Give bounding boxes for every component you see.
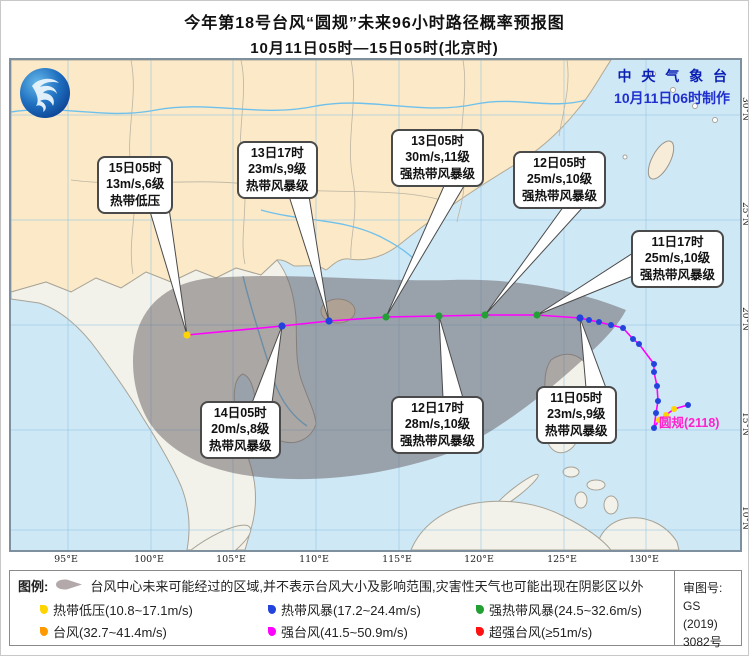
forecast-point-14d05h[interactable] — [278, 322, 286, 330]
legend-item-ssty: 超强台风(≥51m/s) — [476, 622, 666, 641]
callout-13d05h[interactable]: 13日05时 30m/s,11级 强热带风暴级 — [391, 129, 485, 187]
lon-label-130e: 130°E — [629, 554, 659, 565]
forecast-point-13d17h[interactable] — [325, 317, 333, 325]
forecast-point-13d05h[interactable] — [382, 313, 390, 321]
callout-13d17h[interactable]: 13日17时 23m/s,9级 热带风暴级 — [237, 141, 318, 199]
map-approval-number: 审图号: GS (2019) 3082号 — [674, 571, 741, 649]
lat-label-10n: 10°N — [740, 506, 749, 530]
agency-issued-time: 10月11日06时制作 — [614, 90, 730, 106]
callout-12d17h[interactable]: 12日17时 28m/s,10级 强热带风暴级 — [391, 396, 485, 454]
title-line-1: 今年第18号台风“圆规”未来96小时路径概率预报图 — [184, 15, 565, 32]
forecast-point-11d05h[interactable] — [576, 314, 584, 322]
sumatra-island — [170, 524, 252, 550]
ty-dot-icon — [40, 627, 48, 636]
mindanao-island — [595, 517, 680, 550]
forecast-track — [183, 311, 584, 339]
forecast-point-12d05h[interactable] — [481, 311, 489, 319]
cma-logo — [18, 66, 72, 120]
cone-icon — [54, 578, 84, 594]
td-dot-icon — [40, 605, 48, 614]
legend-item-ty: 台风(32.7~41.4m/s) — [40, 622, 268, 641]
forecast-point-15d05h[interactable] — [183, 331, 191, 339]
typhoon-name-label: 圆规(2118) — [659, 416, 720, 430]
agency-stamp: 中 央 气 象 台 10月11日06时制作 — [614, 66, 730, 108]
legend-main: 图例: 台风中心未来可能经过的区域,并不表示台风大小及影响范围,灾害性天气也可能… — [10, 571, 674, 645]
forecast-point-12d17h[interactable] — [435, 312, 443, 320]
lon-label-105e: 105°E — [216, 554, 246, 565]
legend-title: 图例: — [18, 579, 49, 594]
lon-label-125e: 125°E — [547, 554, 577, 565]
lat-label-25n: 25°N — [740, 202, 749, 226]
lon-label-110e: 110°E — [299, 554, 329, 565]
sts-dot-icon — [476, 605, 484, 614]
callout-11d05h[interactable]: 11日05时 23m/s,9级 热带风暴级 — [536, 386, 617, 444]
lat-label-15n: 15°N — [740, 412, 749, 436]
callout-leaders — [148, 185, 634, 404]
callout-15d05h[interactable]: 15日05时 13m/s,6级 热带低压 — [97, 156, 174, 214]
ts-dot-icon — [268, 605, 276, 614]
lat-label-30n: 30°N — [740, 97, 749, 121]
borneo-island — [410, 500, 612, 550]
page-title: 今年第18号台风“圆规”未来96小时路径概率预报图 10月11日05时—15日0… — [1, 9, 748, 58]
callout-14d05h[interactable]: 14日05时 20m/s,8级 热带风暴级 — [200, 401, 281, 459]
legend-cone-text: 台风中心未来可能经过的区域,并不表示台风大小及影响范围,灾害性天气也可能出现在阴… — [90, 579, 644, 594]
lon-label-115e: 115°E — [382, 554, 412, 565]
callout-12d05h[interactable]: 12日05时 25m/s,10级 强热带风暴级 — [513, 151, 607, 209]
observed-track — [579, 317, 691, 431]
lon-label-100e: 100°E — [134, 554, 164, 565]
forecast-point-11d17h[interactable] — [533, 311, 541, 319]
legend-item-sty: 强台风(41.5~50.9m/s) — [268, 622, 476, 641]
lon-label-95e: 95°E — [54, 554, 78, 565]
agency-name: 中 央 气 象 台 — [617, 68, 730, 84]
legend: 图例: 台风中心未来可能经过的区域,并不表示台风大小及影响范围,灾害性天气也可能… — [9, 570, 742, 649]
legend-item-sts: 强热带风暴(24.5~32.6m/s) — [476, 600, 666, 619]
title-line-2: 10月11日05时—15日05时(北京时) — [250, 40, 499, 57]
legend-item-ts: 热带风暴(17.2~24.4m/s) — [268, 600, 476, 619]
lon-label-120e: 120°E — [464, 554, 494, 565]
forecast-map[interactable]: 中 央 气 象 台 10月11日06时制作 15日05时 13m/s,6级 热带低压… — [9, 58, 742, 552]
legend-item-td: 热带低压(10.8~17.1m/s) — [40, 600, 268, 619]
cert-number: GS (2019) 3082号 — [683, 599, 722, 649]
callout-11d17h[interactable]: 11日17时 25m/s,10级 强热带风暴级 — [631, 230, 725, 288]
ssty-dot-icon — [476, 627, 484, 636]
map-canvas — [11, 60, 740, 550]
lat-label-20n: 20°N — [740, 307, 749, 331]
taiwan-island — [647, 140, 675, 180]
sty-dot-icon — [268, 627, 276, 636]
cert-label: 审图号: — [683, 581, 723, 595]
